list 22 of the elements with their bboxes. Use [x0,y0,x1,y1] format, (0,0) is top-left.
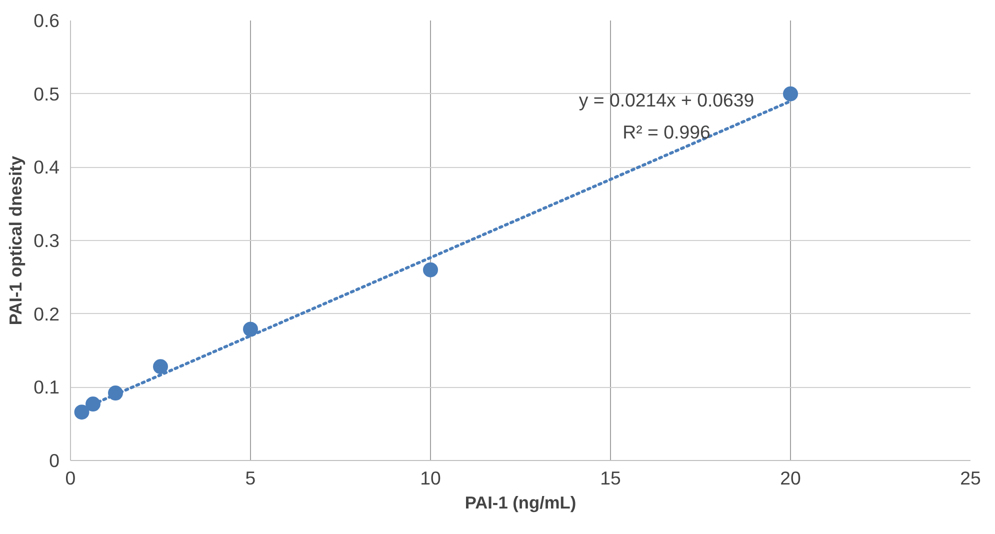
y-tick-label: 0.2 [34,303,60,324]
y-tick-label: 0.5 [34,83,60,104]
annotation: y = 0.0214x + 0.0639 [578,90,754,110]
y-axis-title: PAI-1 optical dnesity [6,156,26,326]
y-tick-label: 0 [49,450,60,471]
point [783,86,798,102]
x-tick-label: 10 [420,468,441,488]
x-axis-title: PAI-1 (ng/mL) [464,492,576,512]
x-tick-label: 20 [780,468,801,488]
point [423,262,438,278]
x-tick-label: 5 [245,468,256,488]
point [243,322,258,337]
x-tick-label: 0 [65,468,76,488]
y-tick-label: 0.4 [34,156,60,178]
x-tick-label: 15 [600,468,621,488]
y-tick-label: 0.6 [34,10,60,31]
annotation: R² = 0.996 [622,122,710,142]
point [153,359,168,374]
y-tick-label: 0.3 [34,230,60,251]
y-tick-label: 0.1 [34,376,60,398]
x-tick-label: 25 [960,468,981,488]
point [74,404,90,420]
